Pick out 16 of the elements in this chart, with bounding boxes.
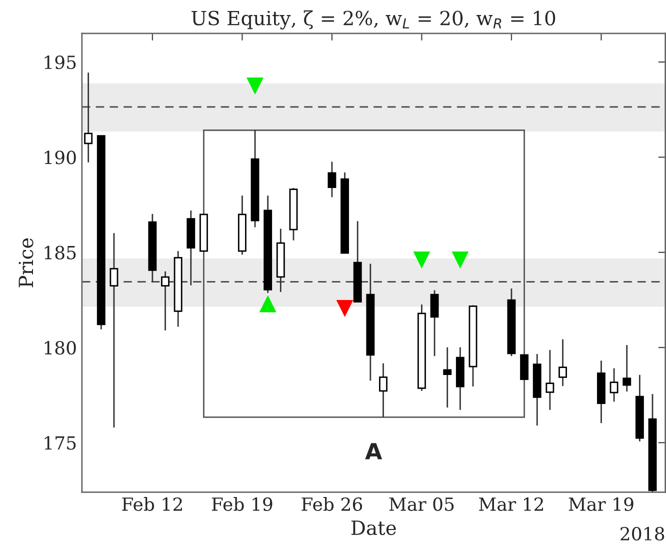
annotation: A bbox=[365, 443, 382, 460]
text: 2018 bbox=[620, 526, 664, 541]
y-tick-label: 175 bbox=[44, 436, 76, 450]
x-tick-label: Feb 12 bbox=[122, 497, 182, 511]
y-axis-title: Price bbox=[18, 238, 34, 288]
chart-title: US Equity, ζ = 2%, w$_{L}$ = 20, w$_{R}$ = 10 bbox=[192, 10, 556, 30]
x-axis-title: Date bbox=[351, 520, 396, 536]
x-tick-label: Feb 19 bbox=[212, 497, 272, 511]
x-tick-label: Mar 19 bbox=[568, 497, 634, 511]
y-tick-label: 190 bbox=[44, 150, 76, 164]
y-tick-label: 195 bbox=[44, 55, 76, 70]
x-tick-label: Mar 12 bbox=[479, 497, 543, 511]
y-tick-label: 185 bbox=[44, 246, 76, 260]
x-tick-label: Mar 05 bbox=[389, 497, 454, 511]
y-tick-label: 180 bbox=[44, 340, 76, 355]
x-tick-label: Feb 26 bbox=[302, 497, 362, 511]
